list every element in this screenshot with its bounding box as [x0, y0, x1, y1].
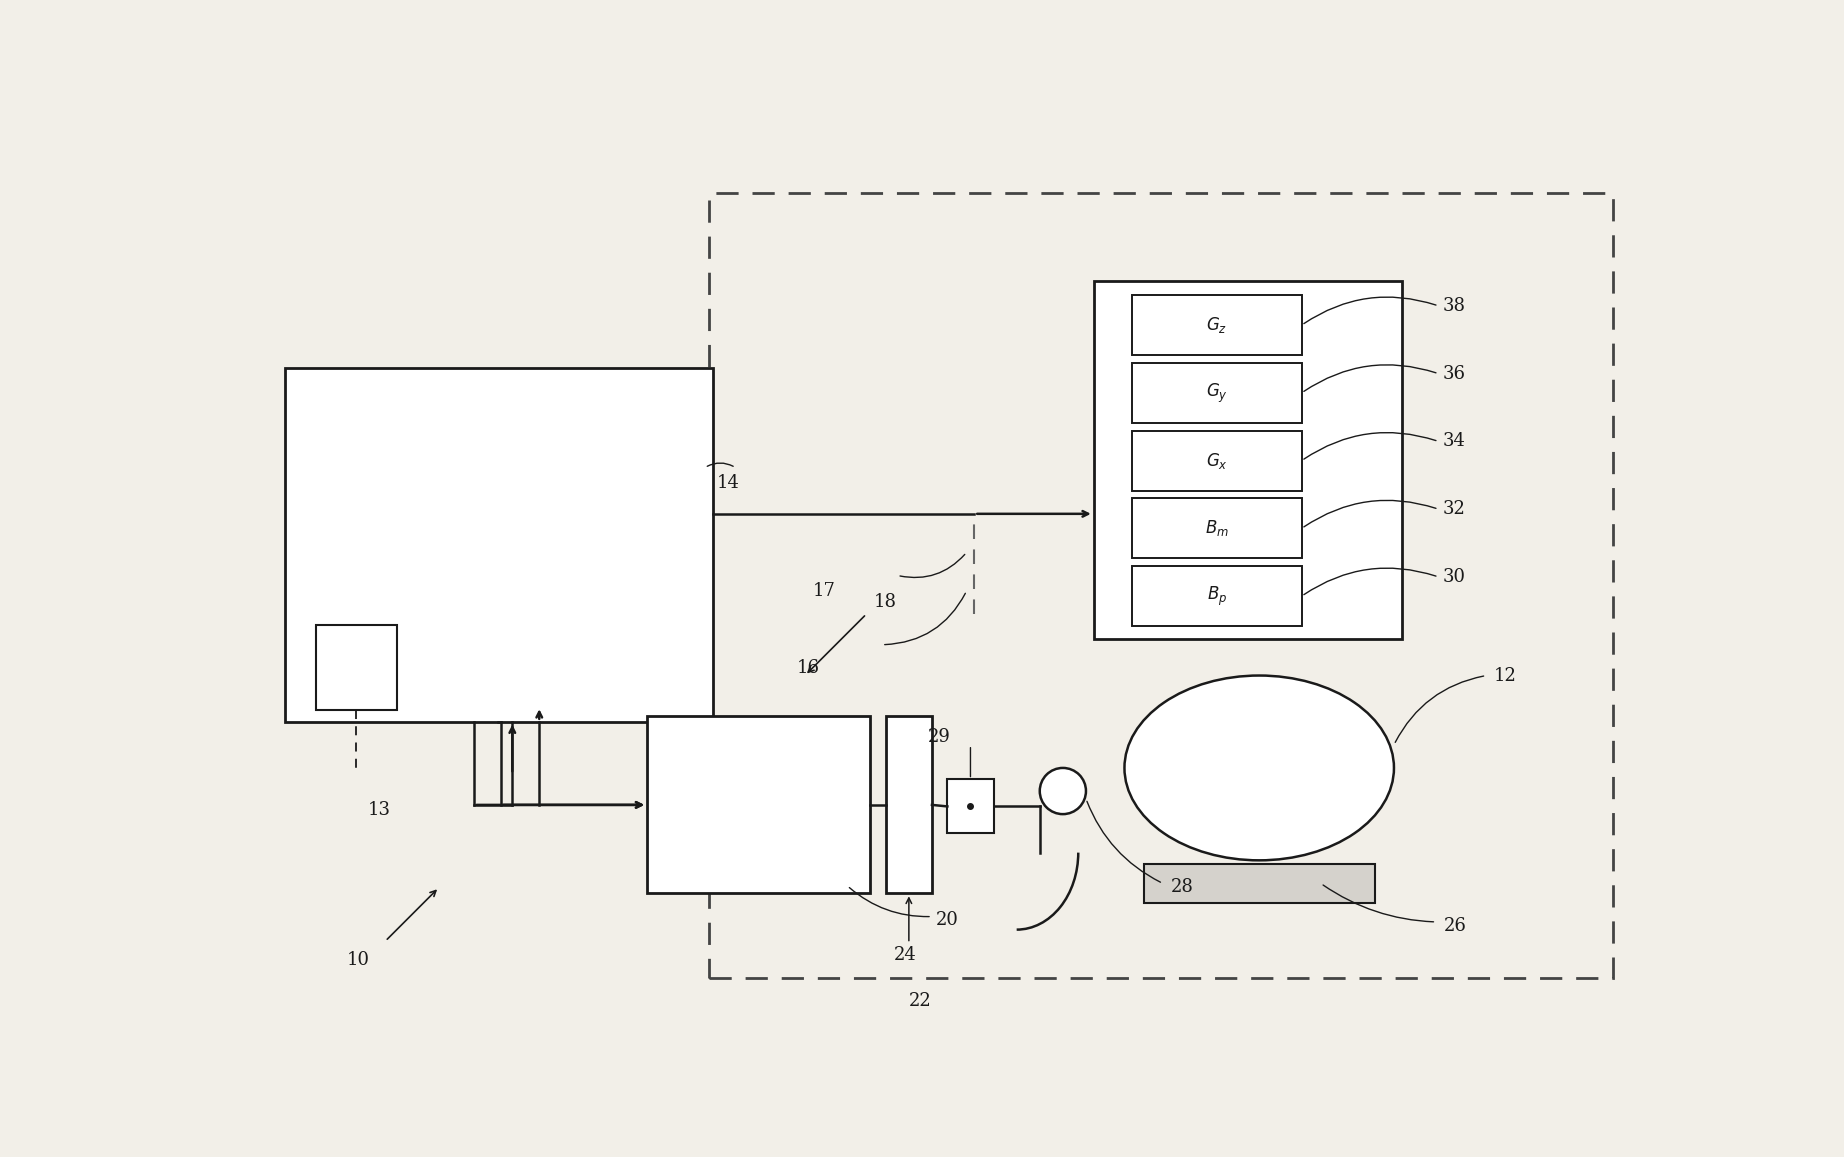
- Bar: [1132, 499, 1302, 559]
- Bar: [885, 716, 931, 893]
- Bar: [948, 780, 994, 833]
- Bar: [1132, 295, 1302, 355]
- Bar: [1132, 430, 1302, 491]
- Text: 18: 18: [874, 594, 898, 611]
- Bar: [1132, 363, 1302, 423]
- Text: 24: 24: [894, 946, 916, 964]
- Bar: [708, 193, 1614, 978]
- Text: 36: 36: [1442, 364, 1466, 383]
- Text: 38: 38: [1442, 297, 1466, 315]
- Text: $G_z$: $G_z$: [1206, 315, 1228, 336]
- Text: 20: 20: [935, 912, 959, 929]
- Text: $G_y$: $G_y$: [1206, 382, 1228, 405]
- Text: 12: 12: [1494, 666, 1518, 685]
- Bar: [1132, 566, 1302, 626]
- Text: 16: 16: [797, 658, 821, 677]
- Text: 26: 26: [1444, 916, 1466, 935]
- Text: 30: 30: [1442, 568, 1466, 585]
- Text: 29: 29: [928, 728, 952, 746]
- Text: 14: 14: [715, 474, 739, 492]
- Text: 34: 34: [1442, 433, 1466, 450]
- Circle shape: [1040, 768, 1086, 815]
- Text: $G_x$: $G_x$: [1206, 451, 1228, 471]
- Bar: [315, 626, 396, 710]
- Ellipse shape: [1125, 676, 1394, 861]
- Text: 32: 32: [1442, 500, 1466, 518]
- Bar: [1093, 281, 1401, 640]
- Text: $B_m$: $B_m$: [1204, 518, 1228, 538]
- Bar: [647, 716, 870, 893]
- Text: 13: 13: [367, 802, 391, 819]
- Bar: [286, 368, 712, 722]
- Text: 10: 10: [347, 951, 371, 970]
- Bar: [1143, 864, 1376, 902]
- Text: 28: 28: [1171, 878, 1193, 897]
- Text: $B_p$: $B_p$: [1206, 584, 1226, 607]
- Text: 22: 22: [909, 993, 931, 1010]
- Text: 17: 17: [813, 582, 835, 599]
